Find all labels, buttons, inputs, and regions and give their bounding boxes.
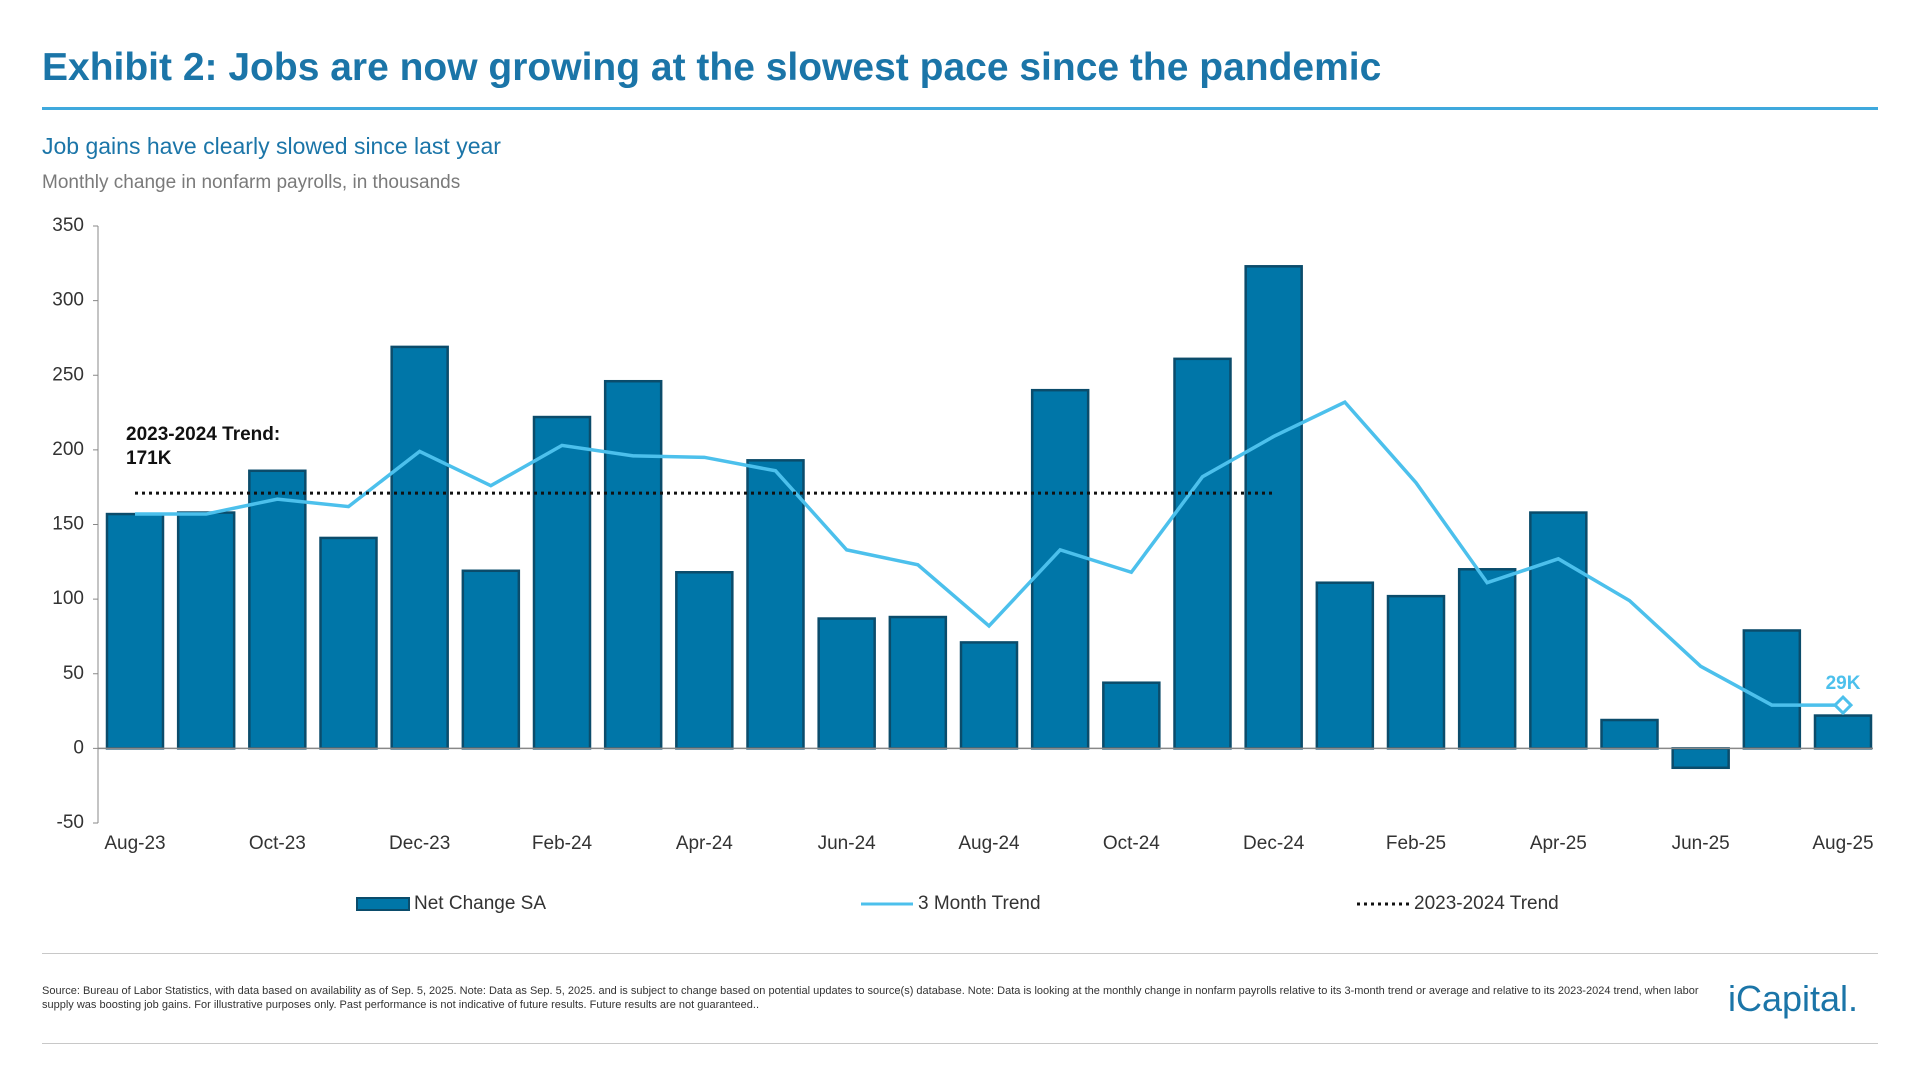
bar [603,379,663,750]
bar [1671,747,1730,770]
y-tick-label: -50 [57,812,84,833]
x-tick-label: Jun-24 [818,833,877,854]
y-tick-label: 50 [63,663,84,684]
x-tick-label: Jun-25 [1672,833,1730,854]
bar [176,511,236,750]
x-tick-label: Feb-25 [1386,833,1446,854]
bar [1315,581,1375,750]
bar [1529,511,1588,750]
bar [1030,388,1090,750]
bar [1173,357,1232,750]
footer-rule [42,953,1878,954]
bar [1102,681,1161,750]
bar [319,536,378,750]
chart-title: Job gains have clearly slowed since last… [42,133,501,159]
y-tick-label: 150 [52,514,84,535]
bar [1742,629,1802,750]
x-tick-label: Apr-25 [1530,833,1587,854]
legend-swatch [356,897,410,911]
bar [105,512,165,750]
title-rule [42,107,1878,110]
y-tick-label: 300 [52,290,84,311]
chart: -50 0 50 100 150 200 250 300 350 Aug-23 Oct-23 Dec-… [52,215,1873,914]
page-title: Exhibit 2: Jobs are now growing at the s… [42,46,1382,89]
footer-rule [42,1043,1878,1044]
x-tick-label: Oct-24 [1103,833,1160,854]
x-tick-label: Aug-25 [1812,833,1873,854]
y-tick-label: 350 [52,215,84,236]
x-tick-label: Dec-24 [1243,833,1305,854]
bar [888,615,948,750]
bar [817,617,876,750]
bar [1244,265,1303,750]
chart-subtitle: Monthly change in nonfarm payrolls, in t… [42,172,461,193]
legend-label: 2023-2024 Trend [1414,893,1559,914]
y-tick-label: 250 [52,364,84,385]
legend-label: Net Change SA [414,893,546,914]
source-note: Source: Bureau of Labor Statistics, with… [42,985,1699,1011]
bar [532,415,592,750]
point-marker [1832,694,1854,716]
annotation: 171K [126,448,172,469]
annotation: 2023-2024 Trend: [126,424,280,445]
y-tick-label: 0 [73,737,84,758]
bar [1813,714,1873,750]
bar [390,345,449,750]
bar [746,459,805,750]
data-label: 29K [1826,673,1861,694]
y-tick-label: 100 [52,588,84,609]
bar [1386,594,1446,750]
x-tick-label: Oct-23 [249,833,306,854]
line [135,399,1843,707]
x-tick-label: Aug-24 [958,833,1020,854]
bar [675,571,734,750]
logo: iCapital. [1728,978,1859,1019]
x-tick-label: Aug-23 [104,833,165,854]
bar [959,641,1019,750]
bar [1600,718,1659,750]
x-tick-label: Feb-24 [532,833,593,854]
bar [1457,568,1517,750]
legend-label: 3 Month Trend [918,893,1041,914]
y-tick-label: 200 [52,439,84,460]
bar [461,569,521,750]
bar [248,469,307,750]
x-tick-label: Dec-23 [389,833,450,854]
x-tick-label: Apr-24 [676,833,733,854]
